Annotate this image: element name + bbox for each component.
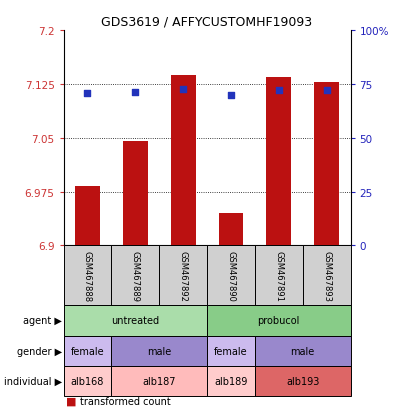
- Point: [323, 87, 329, 94]
- Text: alb168: alb168: [71, 376, 104, 386]
- Text: untreated: untreated: [111, 316, 159, 326]
- Bar: [123, 141, 147, 246]
- Point: [132, 89, 138, 96]
- Point: [84, 91, 90, 97]
- Bar: [170, 75, 195, 246]
- Text: ■: ■: [65, 396, 76, 406]
- Bar: [218, 214, 243, 246]
- Point: [275, 87, 281, 94]
- Bar: [313, 83, 338, 246]
- Text: GSM467888: GSM467888: [83, 250, 92, 301]
- Text: GSM467890: GSM467890: [226, 250, 235, 301]
- Text: GSM467893: GSM467893: [321, 250, 330, 301]
- Text: alb193: alb193: [285, 376, 319, 386]
- Text: gender ▶: gender ▶: [17, 346, 62, 356]
- Text: female: female: [70, 346, 104, 356]
- Text: probucol: probucol: [257, 316, 299, 326]
- Text: transformed count: transformed count: [80, 396, 170, 406]
- Text: GSM467892: GSM467892: [178, 250, 187, 301]
- Point: [227, 92, 234, 99]
- Text: GSM467891: GSM467891: [274, 250, 283, 301]
- Text: alb187: alb187: [142, 376, 175, 386]
- Text: female: female: [213, 346, 247, 356]
- Title: GDS3619 / AFFYCUSTOMHF19093: GDS3619 / AFFYCUSTOMHF19093: [101, 15, 312, 28]
- Text: individual ▶: individual ▶: [4, 376, 62, 386]
- Text: GSM467889: GSM467889: [130, 250, 139, 301]
- Point: [180, 86, 186, 93]
- Bar: [266, 78, 290, 246]
- Bar: [75, 186, 100, 246]
- Text: male: male: [290, 346, 314, 356]
- Text: agent ▶: agent ▶: [23, 316, 62, 326]
- Text: male: male: [147, 346, 171, 356]
- Text: alb189: alb189: [214, 376, 247, 386]
